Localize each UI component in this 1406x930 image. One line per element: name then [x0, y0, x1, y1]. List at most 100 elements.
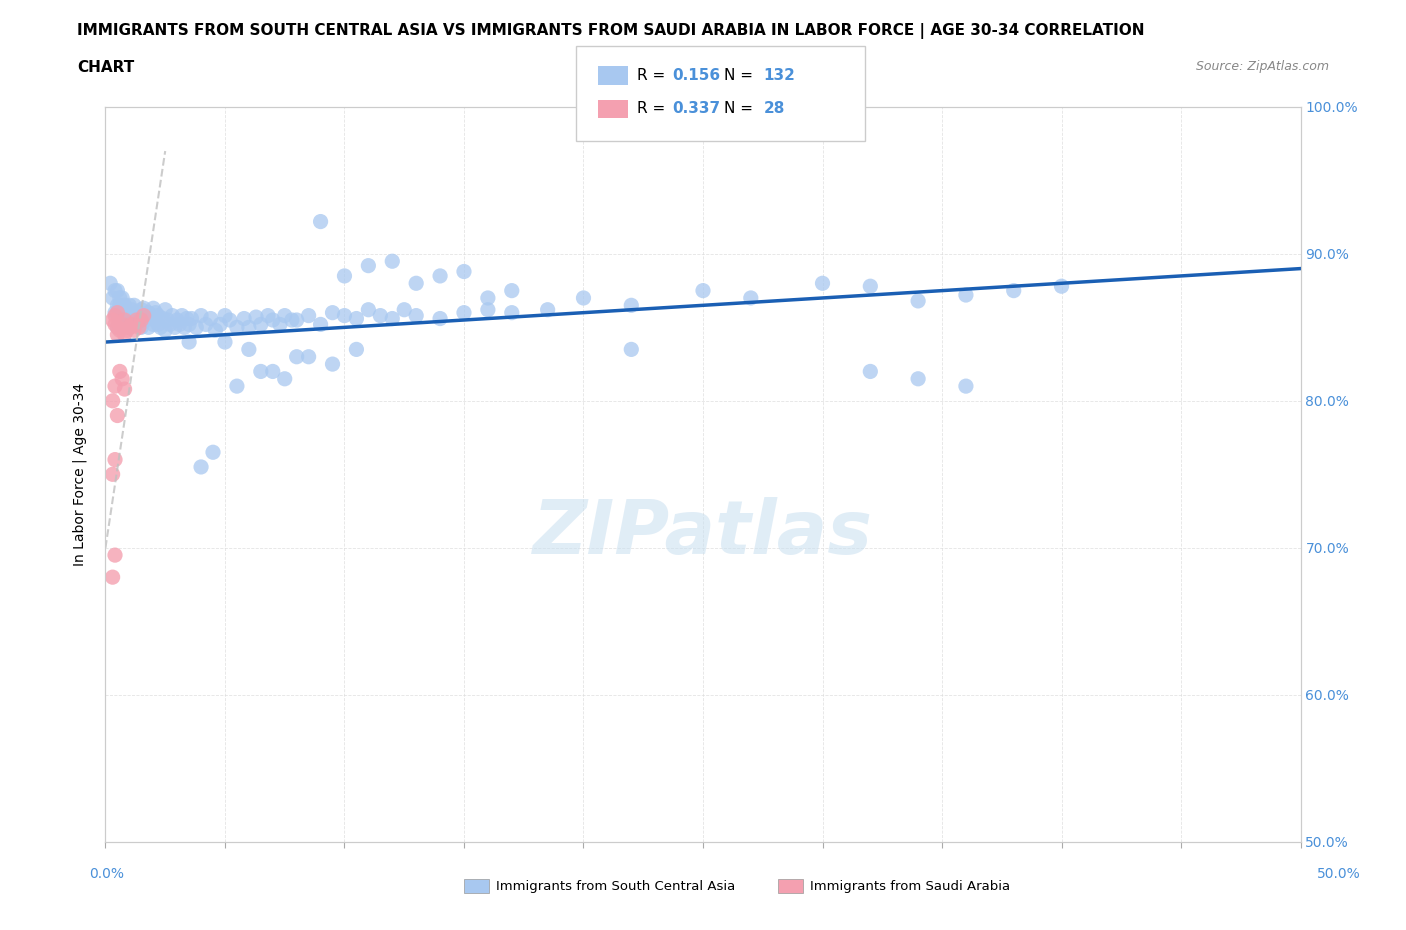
Point	[107, 283, 129, 298]
Point	[128, 312, 150, 327]
Point	[111, 290, 134, 305]
Point	[620, 298, 643, 312]
Text: 50.0%: 50.0%	[1316, 867, 1361, 881]
Point	[257, 308, 280, 323]
Point	[429, 312, 451, 326]
Point	[122, 312, 145, 327]
Point	[108, 298, 131, 312]
Point	[118, 298, 141, 312]
Point	[811, 276, 834, 291]
Point	[1050, 279, 1073, 294]
Point	[101, 570, 124, 585]
Point	[238, 342, 260, 357]
Point	[233, 312, 256, 326]
Point	[108, 323, 131, 338]
Text: 132: 132	[763, 68, 796, 83]
Point	[156, 312, 179, 327]
Point	[153, 323, 177, 338]
Point	[190, 459, 212, 474]
Point	[381, 312, 404, 326]
Point	[321, 357, 344, 372]
Point	[281, 312, 304, 327]
Point	[101, 467, 124, 482]
Point	[225, 379, 249, 393]
Point	[321, 305, 344, 320]
Point	[209, 317, 232, 332]
Point	[392, 302, 416, 317]
Point	[453, 264, 475, 279]
Point	[104, 379, 127, 393]
Point	[128, 305, 150, 320]
Text: IMMIGRANTS FROM SOUTH CENTRAL ASIA VS IMMIGRANTS FROM SAUDI ARABIA IN LABOR FORC: IMMIGRANTS FROM SOUTH CENTRAL ASIA VS IM…	[77, 23, 1144, 39]
Point	[135, 312, 157, 327]
Point	[453, 305, 475, 320]
Point	[121, 302, 143, 317]
Point	[309, 317, 332, 332]
Text: Source: ZipAtlas.com: Source: ZipAtlas.com	[1195, 60, 1329, 73]
Point	[405, 308, 427, 323]
Point	[173, 320, 195, 335]
Point	[101, 312, 124, 327]
Point	[98, 276, 121, 291]
Point	[104, 548, 127, 563]
Point	[104, 308, 127, 323]
Point	[298, 350, 321, 365]
Point	[346, 342, 368, 357]
Point	[104, 283, 127, 298]
Point	[214, 308, 236, 323]
Point	[138, 305, 160, 320]
Point	[118, 305, 141, 320]
Point	[620, 342, 643, 357]
Point	[101, 393, 124, 408]
Point	[859, 364, 882, 379]
Point	[132, 300, 155, 315]
Point	[129, 312, 153, 327]
Text: Immigrants from South Central Asia: Immigrants from South Central Asia	[496, 880, 735, 893]
Point	[159, 317, 181, 332]
Point	[125, 312, 148, 327]
Point	[194, 317, 217, 332]
Point	[357, 259, 380, 273]
Point	[169, 317, 191, 332]
Point	[163, 320, 186, 335]
Point	[118, 320, 141, 335]
Text: CHART: CHART	[77, 60, 135, 75]
Point	[262, 364, 284, 379]
Text: 0.156: 0.156	[672, 68, 720, 83]
Point	[114, 298, 136, 312]
Point	[115, 312, 138, 327]
Point	[114, 320, 136, 335]
Point	[859, 279, 882, 294]
Point	[115, 305, 138, 320]
Point	[180, 312, 202, 326]
Point	[125, 317, 148, 332]
Point	[501, 283, 523, 298]
Point	[146, 317, 169, 332]
Point	[177, 335, 201, 350]
Point	[190, 308, 212, 323]
Point	[111, 317, 134, 332]
Point	[132, 308, 155, 323]
Point	[955, 287, 977, 302]
Point	[104, 317, 127, 332]
Point	[477, 290, 499, 305]
Y-axis label: In Labor Force | Age 30-34: In Labor Force | Age 30-34	[72, 383, 87, 565]
Point	[107, 320, 129, 335]
Point	[139, 310, 162, 325]
Point	[114, 305, 136, 320]
Point	[346, 312, 368, 326]
Point	[273, 371, 295, 386]
Point	[111, 305, 134, 320]
Point	[186, 320, 208, 335]
Point	[107, 298, 129, 312]
Text: ZIPatlas: ZIPatlas	[533, 497, 873, 569]
Point	[176, 312, 198, 326]
Point	[149, 320, 172, 335]
Text: Immigrants from Saudi Arabia: Immigrants from Saudi Arabia	[810, 880, 1010, 893]
Point	[107, 327, 129, 342]
Point	[245, 310, 267, 325]
Text: R =: R =	[637, 101, 671, 116]
Point	[204, 323, 226, 338]
Point	[108, 312, 131, 327]
Point	[104, 305, 127, 320]
